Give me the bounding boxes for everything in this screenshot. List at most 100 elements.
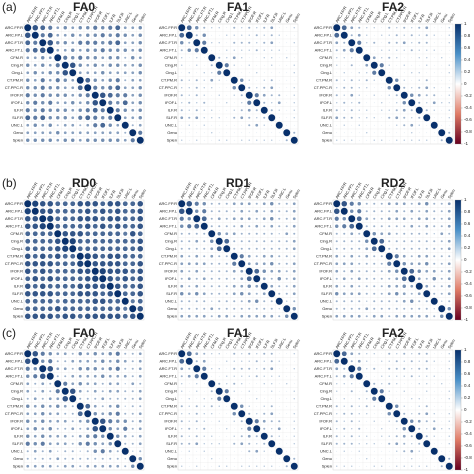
corr-circle bbox=[248, 86, 251, 89]
corr-circle bbox=[271, 465, 273, 467]
corr-circle bbox=[123, 374, 127, 378]
corr-circle bbox=[365, 63, 369, 67]
corr-circle bbox=[240, 94, 243, 97]
corr-circle bbox=[262, 277, 266, 281]
corr-circle bbox=[25, 115, 31, 121]
corr-circle bbox=[26, 131, 30, 135]
corr-circle bbox=[86, 138, 90, 142]
corr-circle bbox=[233, 116, 236, 119]
corr-circle bbox=[418, 240, 421, 243]
colorbar-label: -0.8 bbox=[464, 455, 472, 460]
corr-circle bbox=[293, 64, 295, 66]
corr-circle bbox=[402, 434, 406, 438]
corr-circle bbox=[286, 124, 288, 126]
col-label: Genu bbox=[130, 339, 139, 350]
corr-circle bbox=[70, 306, 76, 312]
diagonal-circle bbox=[268, 290, 276, 298]
corr-circle bbox=[85, 77, 91, 83]
corr-circle bbox=[293, 255, 296, 258]
panel-title: RD1 bbox=[226, 176, 250, 190]
col-label: UNC.L bbox=[432, 186, 443, 200]
corr-circle bbox=[358, 94, 360, 96]
diagonal-circle bbox=[385, 252, 393, 260]
corr-circle bbox=[349, 374, 354, 379]
corr-circle bbox=[277, 101, 281, 105]
corr-circle bbox=[410, 449, 414, 453]
corr-circle bbox=[335, 247, 338, 250]
corr-circle bbox=[350, 292, 354, 296]
corr-circle bbox=[217, 232, 221, 236]
corr-circle bbox=[395, 116, 399, 120]
corr-circle bbox=[271, 124, 273, 126]
corr-circle bbox=[335, 224, 339, 228]
corr-circle bbox=[41, 404, 45, 408]
corr-circle bbox=[187, 262, 191, 266]
row-label: ILF.R bbox=[323, 107, 332, 112]
row-label: CT.PPC.R bbox=[314, 261, 332, 266]
corr-circle bbox=[441, 405, 443, 407]
corr-circle bbox=[418, 86, 421, 89]
corr-circle bbox=[233, 109, 235, 111]
diagonal-circle bbox=[260, 282, 268, 290]
corr-circle bbox=[350, 240, 353, 243]
row-label: ARC.FP.R bbox=[5, 201, 23, 206]
row-label: IFOF.R bbox=[164, 268, 177, 273]
row-label: IFOF.L bbox=[11, 276, 24, 281]
diagonal-circle bbox=[438, 455, 446, 463]
corr-circle bbox=[48, 464, 52, 468]
corr-circle bbox=[24, 215, 31, 222]
col-label: IFOF.R bbox=[247, 336, 258, 350]
corr-circle bbox=[417, 217, 421, 221]
row-label: CT.PM.R bbox=[316, 77, 332, 82]
corr-circle bbox=[372, 232, 376, 236]
corr-circle bbox=[286, 428, 288, 430]
corr-circle bbox=[380, 292, 383, 295]
corr-circle bbox=[335, 367, 339, 371]
corr-circle bbox=[122, 291, 128, 297]
corr-circle bbox=[373, 435, 375, 437]
corr-circle bbox=[56, 404, 60, 408]
corr-circle bbox=[395, 240, 398, 243]
corr-circle bbox=[396, 353, 398, 355]
corr-circle bbox=[278, 292, 281, 295]
corr-circle bbox=[86, 352, 90, 356]
col-label: UNC.L bbox=[432, 10, 443, 24]
corr-circle bbox=[366, 102, 368, 104]
corr-circle bbox=[195, 34, 198, 37]
corr-circle bbox=[40, 93, 45, 98]
corr-circle bbox=[203, 435, 205, 437]
corr-circle bbox=[138, 78, 142, 82]
corr-circle bbox=[92, 223, 98, 229]
corr-circle bbox=[425, 41, 428, 44]
corr-circle bbox=[56, 419, 60, 423]
corr-circle bbox=[292, 239, 296, 243]
corr-circle bbox=[241, 450, 243, 452]
corr-circle bbox=[241, 360, 243, 362]
corr-circle bbox=[350, 269, 354, 273]
row-label: ILF.R bbox=[168, 433, 177, 438]
corr-circle bbox=[293, 368, 295, 370]
corr-circle bbox=[107, 223, 113, 229]
diagonal-circle bbox=[385, 76, 393, 84]
corr-circle bbox=[365, 262, 368, 265]
corr-circle bbox=[180, 224, 184, 228]
corr-circle bbox=[417, 314, 421, 318]
corr-circle bbox=[286, 102, 288, 104]
corr-circle bbox=[48, 116, 52, 120]
corr-circle bbox=[99, 298, 106, 305]
corr-circle bbox=[39, 47, 46, 54]
corr-circle bbox=[137, 283, 144, 290]
corr-circle bbox=[233, 450, 235, 452]
corr-circle bbox=[240, 109, 243, 112]
diagonal-circle bbox=[445, 312, 453, 320]
corr-circle bbox=[341, 25, 347, 31]
corr-circle bbox=[241, 353, 243, 355]
corr-circle bbox=[195, 352, 199, 356]
corr-circle bbox=[373, 34, 375, 36]
diagonal-circle bbox=[438, 305, 446, 313]
corr-circle bbox=[63, 404, 67, 408]
corr-circle bbox=[433, 375, 435, 377]
corr-circle bbox=[380, 285, 383, 288]
row-label: ILF.R bbox=[14, 283, 23, 288]
corr-circle bbox=[211, 353, 213, 355]
